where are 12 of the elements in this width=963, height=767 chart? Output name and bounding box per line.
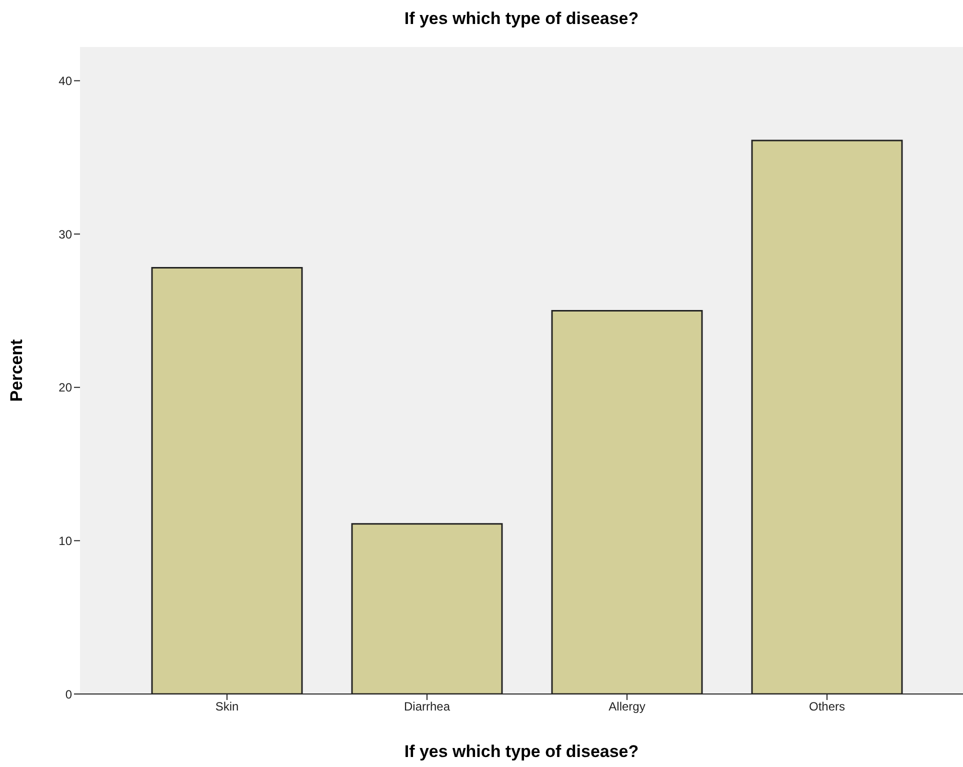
y-tick-label: 0	[65, 687, 72, 702]
y-tick-label: 30	[58, 227, 72, 242]
x-axis-title: If yes which type of disease?	[404, 742, 639, 761]
y-tick-label: 20	[58, 380, 72, 395]
y-tick-label: 10	[58, 534, 72, 548]
x-tick-label: Allergy	[608, 700, 646, 714]
y-axis-title: Percent	[7, 338, 26, 402]
x-tick-label: Skin	[215, 700, 239, 714]
y-tick-label: 40	[58, 74, 72, 88]
x-tick-label: Others	[808, 700, 846, 714]
x-tick-label: Diarrhea	[404, 700, 450, 714]
chart-title: If yes which type of disease?	[403, 9, 640, 29]
